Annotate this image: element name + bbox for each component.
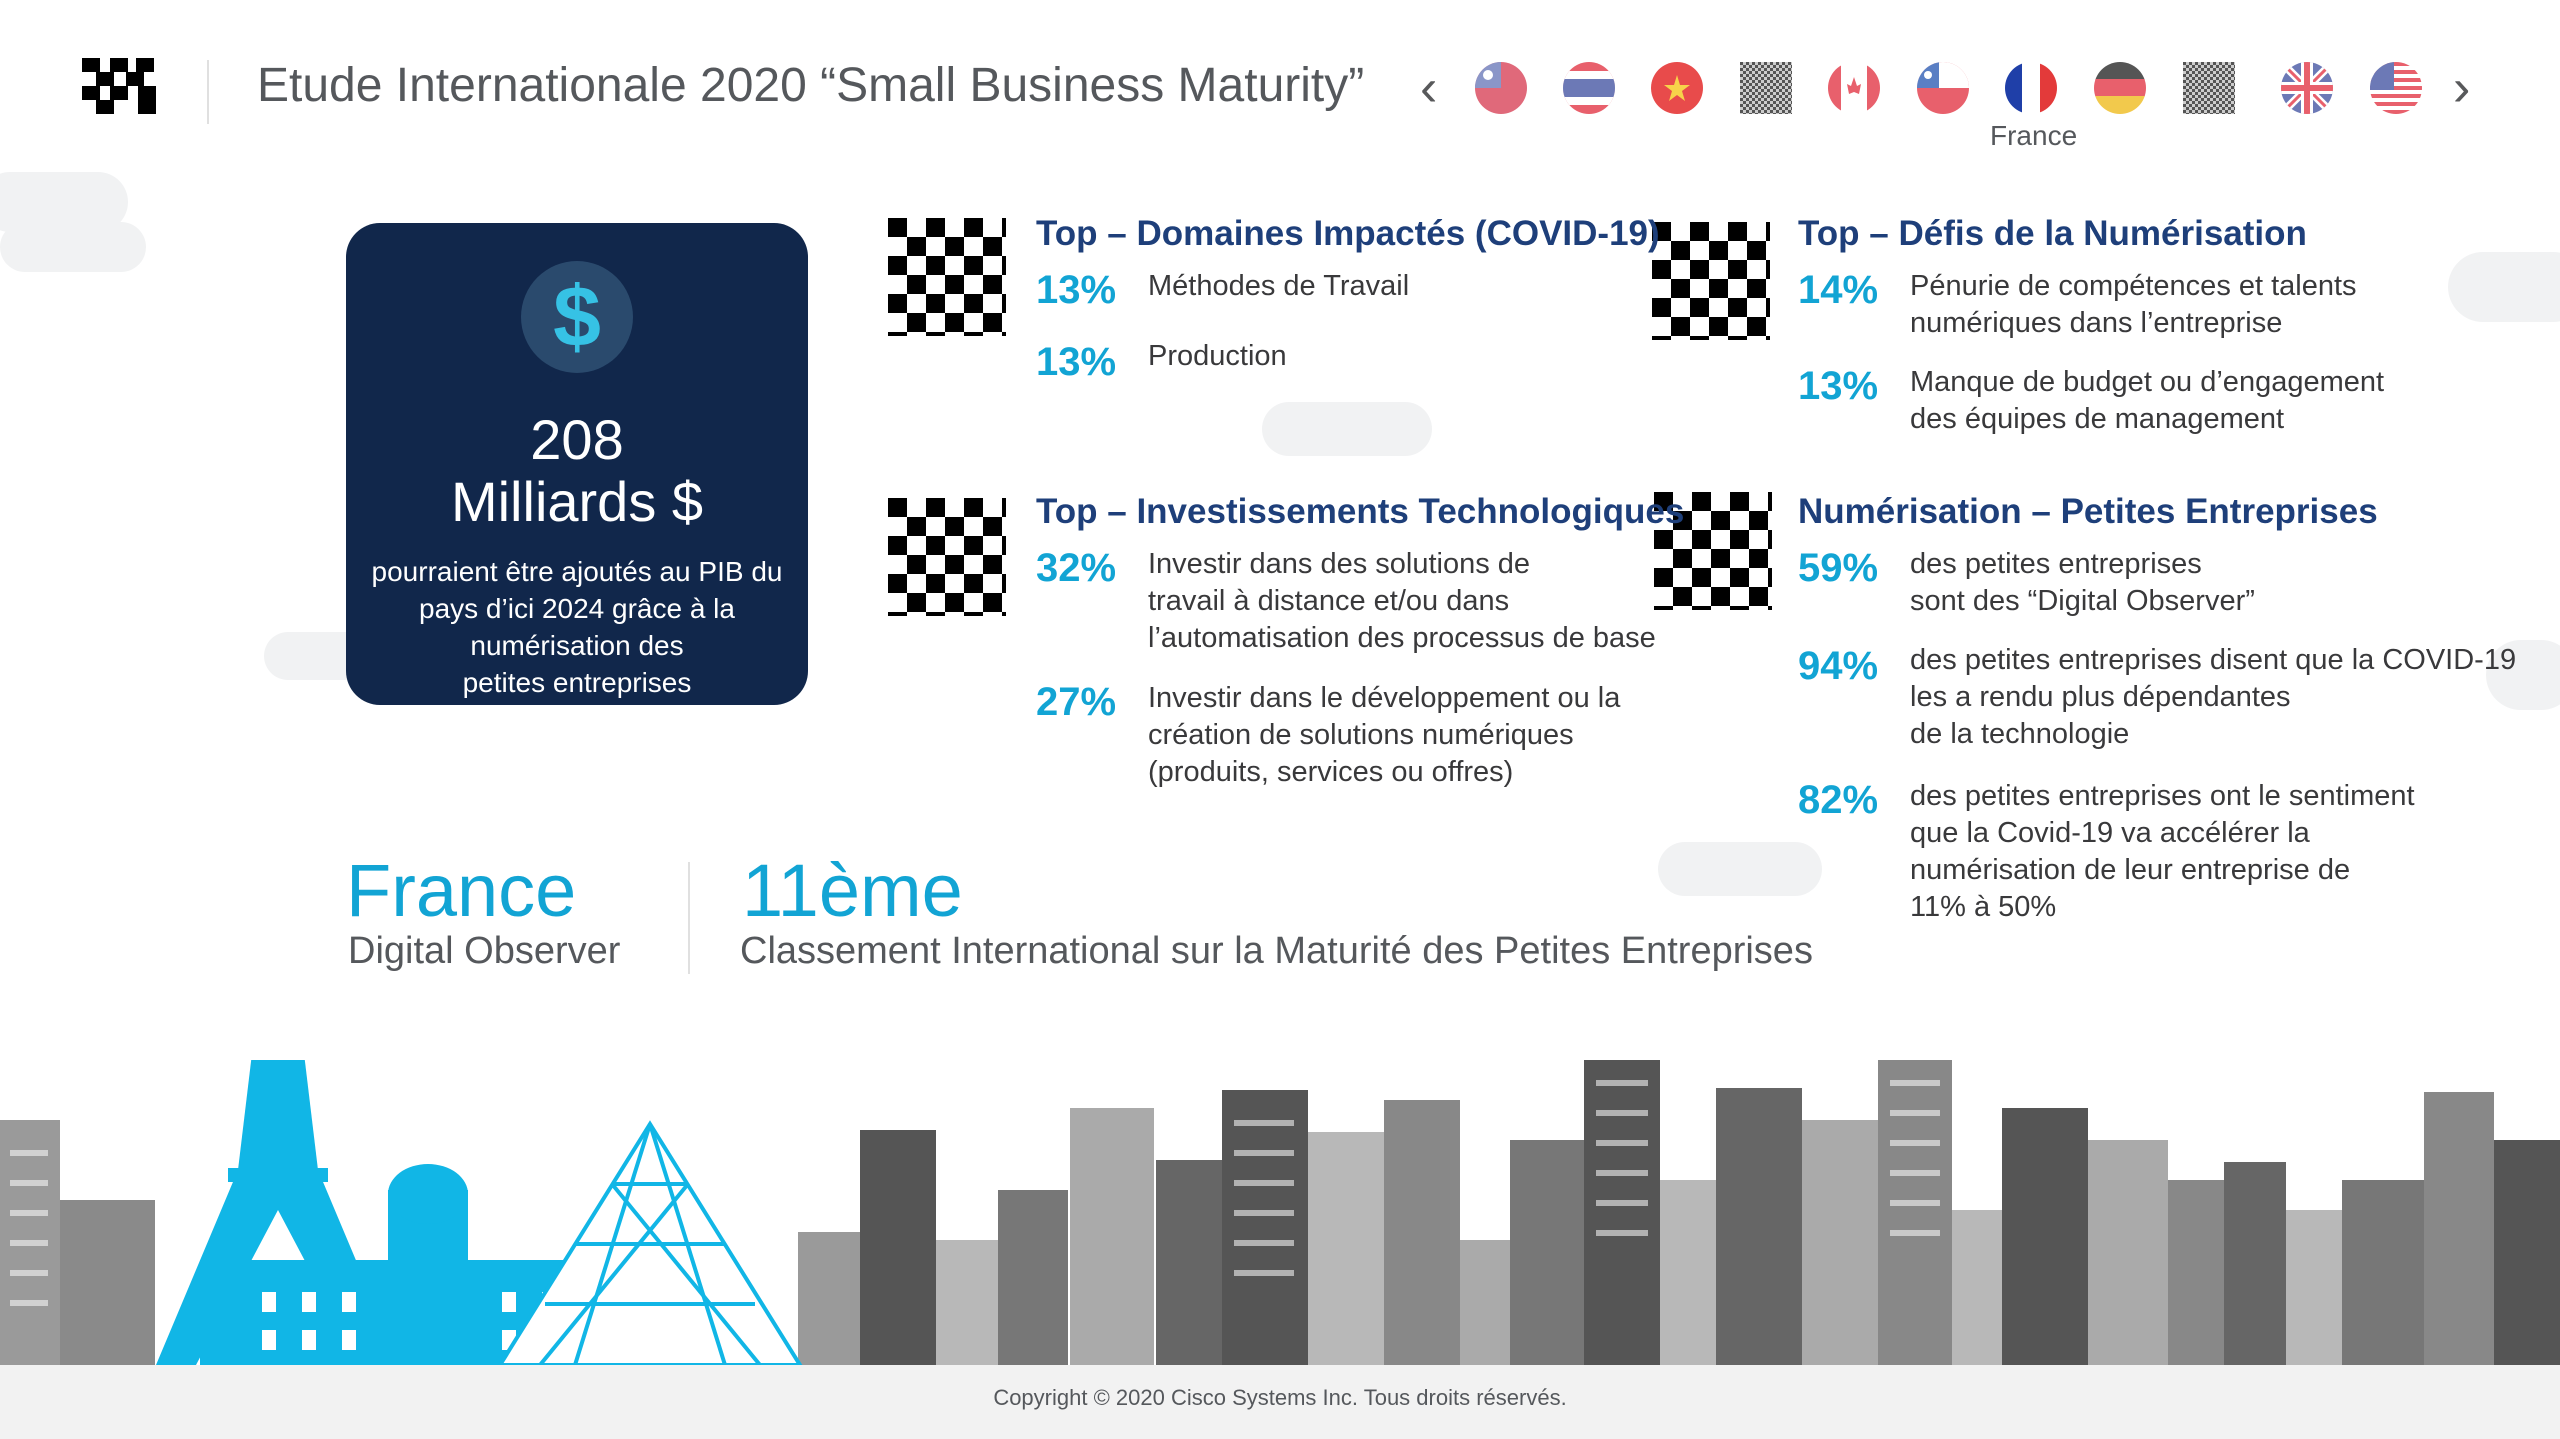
stat-description-line: numérisation des [470,630,684,661]
flag-canada-icon[interactable] [1828,62,1880,114]
digitalization-icon [1654,492,1772,610]
item-text: les a rendu plus dépendantes [1910,681,2291,713]
percent-value: 59% [1798,546,1879,590]
cloud [2448,252,2560,322]
paris-skyline-illustration [0,910,2560,1367]
flag-france-icon[interactable] [2005,62,2057,114]
percent-value: 14% [1798,268,1879,312]
flag-usa-icon[interactable] [2370,62,2422,114]
flag-chile-icon[interactable] [1917,62,1969,114]
item-text: 11% à 50% [1910,891,2057,923]
item-text: Production [1148,340,1287,372]
section-title: Numérisation – Petites Entreprises [1798,492,2378,531]
percent-value: 13% [1036,340,1117,384]
item-text: numériques dans l’entreprise [1910,307,2283,339]
cloud [1658,842,1822,896]
item-text: des petites entreprises [1910,548,2202,580]
flag-placeholder-icon[interactable] [2183,62,2235,114]
stat-description-line: pourraient être ajoutés au PIB du [371,556,783,587]
stat-description-line: petites entreprises [462,667,692,698]
percent-value: 27% [1036,680,1117,724]
page-title: Etude Internationale 2020 “Small Busines… [257,59,1365,112]
percent-value: 32% [1036,546,1117,590]
percent-value: 13% [1798,364,1879,408]
covid-impact-icon [888,218,1006,336]
divider [688,862,690,974]
item-text: création de solutions numériques [1148,719,1574,751]
tech-investment-icon [888,498,1006,616]
copyright-text: Copyright © 2020 Cisco Systems Inc. Tous… [993,1385,1567,1410]
section-title: Top – Domaines Impactés (COVID-19) [1036,214,1660,253]
rank-label: Classement International sur la Maturité… [740,930,1813,972]
item-text: des équipes de management [1910,403,2285,435]
flag-thailand-icon[interactable] [1563,62,1615,114]
percent-value: 94% [1798,644,1879,688]
flag-vietnam-icon[interactable] [1651,62,1703,114]
cloud [2486,640,2560,710]
digital-challenges-icon [1652,222,1770,340]
item-text: des petites entreprises disent que la CO… [1910,644,2517,676]
item-text: des petites entreprises ont le sentiment [1910,780,2415,812]
item-text: que la Covid-19 va accélérer la [1910,817,2310,849]
dollar-icon: $ [521,261,633,373]
cloud [0,222,146,272]
stat-unit: Milliards $ [450,470,704,533]
footer-bar [0,1365,2560,1439]
flag-taiwan-icon[interactable] [1475,62,1527,114]
flag-uk-icon[interactable] [2281,62,2333,114]
stat-description-line: pays d’ici 2024 grâce à la [419,593,735,624]
item-text: (produits, services ou offres) [1148,756,1514,788]
item-text: Manque de budget ou d’engagement [1910,366,2385,398]
percent-value: 13% [1036,268,1117,312]
item-text: travail à distance et/ou dans [1148,585,1510,617]
chevron-left-icon[interactable]: ‹ [1420,59,1438,117]
item-text: numérisation de leur entreprise de [1910,854,2351,886]
item-text: l’automatisation des processus de base [1148,622,1656,654]
item-text: Pénurie de compétences et talents [1910,270,2357,302]
rank-value: 11ème [742,849,963,932]
chevron-right-icon[interactable]: › [2453,59,2471,117]
item-text: Investir dans le développement ou la [1148,682,1621,714]
item-text: de la technologie [1910,718,2130,750]
flag-placeholder-icon[interactable] [1740,62,1792,114]
stat-card: $ 208 Milliards $ pourraient être ajouté… [346,223,808,705]
selected-country-label: France [1990,120,2078,151]
section-title: Top – Défis de la Numérisation [1798,214,2307,253]
header-divider [207,60,209,124]
section-title: Top – Investissements Technologiques [1036,492,1685,531]
country-name: France [346,849,577,932]
flag-germany-icon[interactable] [2094,62,2146,114]
item-text: Investir dans des solutions de [1148,548,1531,580]
country-category: Digital Observer [348,930,621,972]
percent-value: 82% [1798,778,1879,822]
cloud [1262,402,1432,456]
stat-amount: 208 [530,408,624,471]
logo-icon [82,58,156,114]
item-text: sont des “Digital Observer” [1910,585,2255,617]
item-text: Méthodes de Travail [1148,270,1410,302]
